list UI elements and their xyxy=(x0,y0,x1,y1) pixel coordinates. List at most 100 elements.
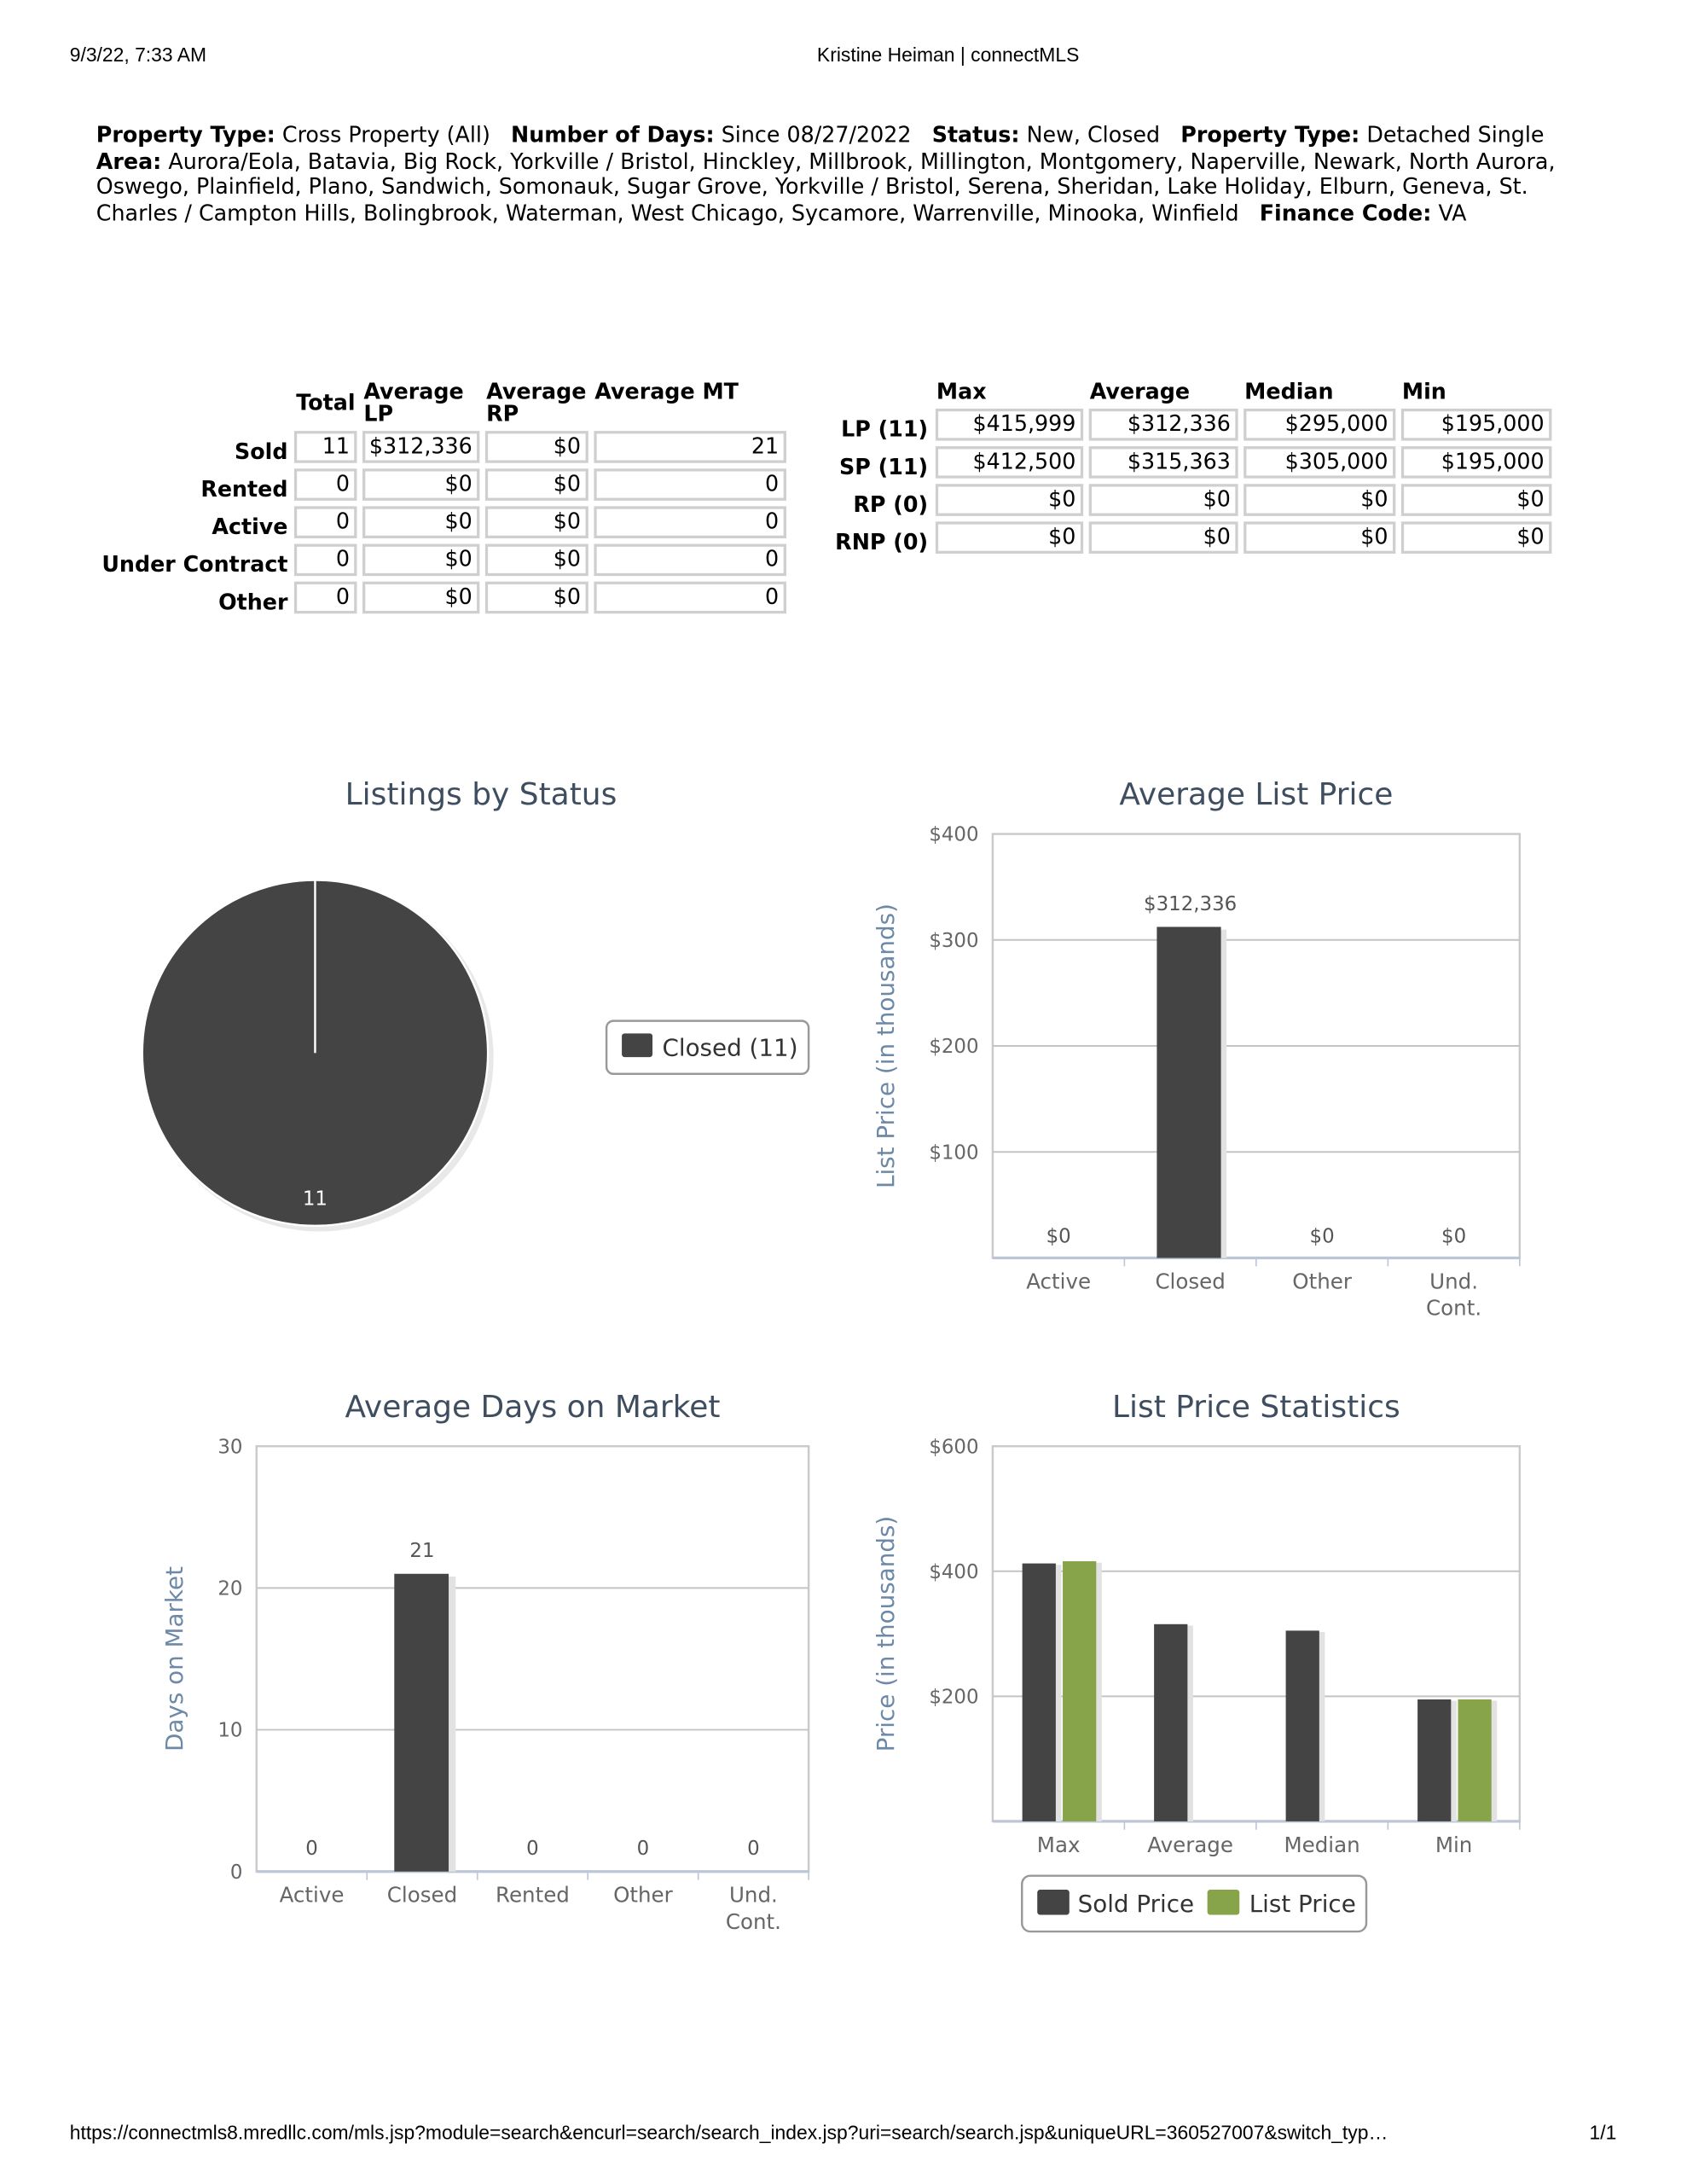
table-cell: 0 xyxy=(593,468,786,501)
y-tick-label: $200 xyxy=(929,1036,978,1058)
x-tick-label: Closed xyxy=(387,1883,457,1908)
filter-value: Detached Single xyxy=(1366,122,1545,148)
search-criteria: Property Type: Cross Property (All) Numb… xyxy=(96,123,1602,227)
table-cell: $0 xyxy=(362,581,479,614)
column-header: Average xyxy=(1089,379,1191,405)
legend-label: Closed (11) xyxy=(662,1033,797,1061)
table-cell: $295,000 xyxy=(1243,408,1395,441)
table-cell: $0 xyxy=(484,543,588,577)
chart-title: Listings by Status xyxy=(345,777,617,812)
filter-label: Area: xyxy=(96,148,162,174)
bar-sold-price-median xyxy=(1285,1630,1319,1821)
x-tick-label: Und. xyxy=(729,1883,778,1908)
y-tick-label: $100 xyxy=(929,1141,978,1164)
filter-label: Status: xyxy=(931,122,1020,148)
x-tick-label: Min xyxy=(1435,1833,1473,1857)
table-cell: 11 xyxy=(294,431,357,463)
table-cell: $0 xyxy=(1088,484,1238,516)
legend-box xyxy=(605,1019,810,1075)
y-tick-label: $400 xyxy=(929,1561,978,1583)
y-tick-label: 10 xyxy=(217,1720,242,1742)
chart-title: Average List Price xyxy=(1119,777,1393,812)
bar-list-price-min xyxy=(1458,1699,1492,1821)
pie-data-label: 11 xyxy=(303,1188,328,1210)
table-cell: $0 xyxy=(362,506,479,538)
x-tick-label: Other xyxy=(1292,1269,1353,1293)
x-tick-label: Rented xyxy=(496,1883,570,1908)
y-tick-label: $300 xyxy=(929,930,978,952)
row-label: LP (11) xyxy=(841,416,929,443)
plot-area xyxy=(255,1444,810,1873)
table-cell: $412,500 xyxy=(935,446,1083,479)
data-label: 0 xyxy=(526,1838,539,1860)
table-cell: 0 xyxy=(593,543,786,577)
table-cell: $305,000 xyxy=(1243,446,1395,479)
table-row: RP (0) $0 $0 $0 $0 xyxy=(834,484,1551,516)
table-cell: $0 xyxy=(484,431,588,463)
page-title: Kristine Heiman | connectMLS xyxy=(816,43,1080,66)
x-tick-label: Cont. xyxy=(1426,1296,1481,1321)
print-datetime: 9/3/22, 7:33 AM xyxy=(69,43,207,66)
table-cell: $0 xyxy=(1243,521,1395,554)
legend-box xyxy=(1021,1874,1368,1933)
table-cell: $195,000 xyxy=(1400,408,1551,441)
footer-url: https://connectmls8.mredllc.com/mls.jsp?… xyxy=(69,2121,1388,2144)
y-axis-title: List Price (in thousands) xyxy=(872,903,900,1188)
chart-title: Average Days on Market xyxy=(345,1390,720,1425)
table-cell: $0 xyxy=(935,521,1083,554)
data-label: $0 xyxy=(1310,1226,1335,1248)
data-label: 0 xyxy=(637,1838,650,1860)
filter-value: Aurora/Eola, Batavia, Big Rock, Yorkvill… xyxy=(96,148,1556,226)
table-cell: $315,363 xyxy=(1088,446,1238,479)
x-tick-label: Und. xyxy=(1429,1269,1478,1293)
table-cell: 21 xyxy=(593,431,786,463)
table-cell: $0 xyxy=(1400,484,1551,516)
x-tick-label: Active xyxy=(1026,1269,1091,1293)
bar-sold-price-max xyxy=(1022,1563,1056,1821)
table-cell: $312,336 xyxy=(362,431,479,463)
row-label: Sold xyxy=(234,439,288,465)
table-cell: 0 xyxy=(294,506,357,538)
data-label: $312,336 xyxy=(1144,893,1237,915)
row-label: Rented xyxy=(200,477,288,502)
table-cell: $0 xyxy=(1243,484,1395,516)
table-cell: $0 xyxy=(935,484,1083,516)
x-tick-label: Average xyxy=(1147,1833,1233,1857)
row-label: Other xyxy=(218,590,288,615)
table-cell: $312,336 xyxy=(1088,408,1238,441)
legend-swatch-sold-price xyxy=(1037,1890,1070,1915)
row-label: Under Contract xyxy=(101,552,288,578)
table-cell: $0 xyxy=(1088,521,1238,554)
status-summary-table: Total Average LP Average RP Average MT S… xyxy=(95,375,791,619)
y-tick-label: $600 xyxy=(929,1436,978,1458)
y-tick-label: $400 xyxy=(929,824,978,846)
data-label: $0 xyxy=(1046,1226,1071,1248)
table-cell: $0 xyxy=(484,581,588,614)
x-tick-label: Closed xyxy=(1155,1269,1225,1293)
row-label: SP (11) xyxy=(839,454,929,480)
y-tick-label: 0 xyxy=(230,1862,243,1884)
filter-value: VA xyxy=(1438,200,1467,226)
table-row: Other 0 $0 $0 0 xyxy=(101,581,786,615)
bar-closed xyxy=(394,1573,449,1872)
table-row: RNP (0) $0 $0 $0 $0 xyxy=(834,521,1551,554)
x-tick-label: Active xyxy=(280,1883,345,1908)
data-label: 0 xyxy=(747,1838,760,1860)
bar-list-price-max xyxy=(1063,1561,1097,1821)
legend-label: Sold Price xyxy=(1078,1890,1195,1918)
data-label: $0 xyxy=(1441,1226,1466,1248)
column-header: Median xyxy=(1244,379,1334,405)
x-tick-label: Cont. xyxy=(726,1909,781,1934)
row-label: RNP (0) xyxy=(835,530,929,555)
page-number: 1/1 xyxy=(1589,2121,1617,2144)
y-tick-label: 30 xyxy=(217,1436,242,1458)
data-label: 21 xyxy=(409,1540,434,1562)
legend-swatch-list-price xyxy=(1207,1890,1240,1915)
x-tick-label: Max xyxy=(1037,1833,1081,1857)
table-cell: 0 xyxy=(294,543,357,577)
y-axis-title: Days on Market xyxy=(160,1566,188,1751)
column-header: Total xyxy=(296,390,356,416)
y-tick-label: 20 xyxy=(217,1578,242,1600)
